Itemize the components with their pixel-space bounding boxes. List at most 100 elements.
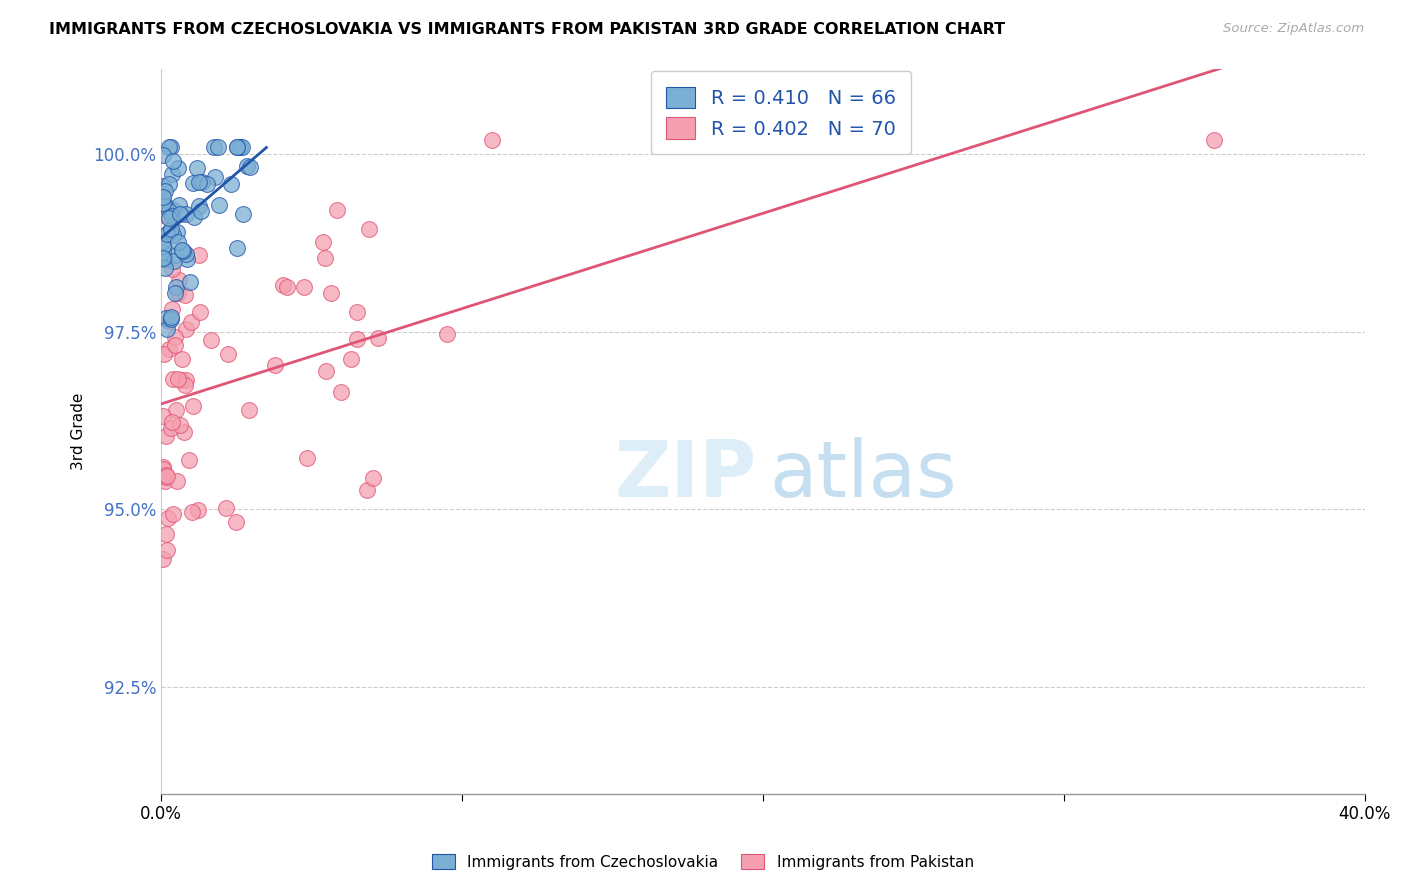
Point xyxy=(225,515,247,529)
Legend: Immigrants from Czechoslovakia, Immigrants from Pakistan: Immigrants from Czechoslovakia, Immigran… xyxy=(425,846,981,877)
Point xyxy=(165,403,187,417)
Point xyxy=(172,243,194,257)
Point xyxy=(155,429,177,443)
Point xyxy=(167,197,190,211)
Point xyxy=(163,253,186,268)
Point xyxy=(346,332,368,346)
Point xyxy=(176,252,198,266)
Point xyxy=(152,462,174,476)
Point xyxy=(174,247,197,261)
Point xyxy=(167,285,190,300)
Point xyxy=(162,507,184,521)
Point xyxy=(156,542,179,557)
Point xyxy=(152,460,174,475)
Point xyxy=(169,373,191,387)
Point xyxy=(292,280,315,294)
Point xyxy=(361,471,384,485)
Point xyxy=(173,425,195,440)
Point xyxy=(166,225,188,239)
Point xyxy=(157,204,180,219)
Point xyxy=(311,235,333,250)
Point xyxy=(357,221,380,235)
Point xyxy=(160,209,183,223)
Point xyxy=(156,468,179,483)
Point xyxy=(232,207,254,221)
Point xyxy=(174,378,197,392)
Point xyxy=(160,139,183,153)
Point xyxy=(1204,133,1226,147)
Point xyxy=(183,176,205,190)
Point xyxy=(315,364,337,378)
Point xyxy=(160,421,183,435)
Point xyxy=(162,202,184,217)
Point xyxy=(170,351,193,366)
Point xyxy=(200,333,222,347)
Point xyxy=(162,262,184,277)
Point xyxy=(174,373,197,387)
Point xyxy=(157,211,180,225)
Point xyxy=(157,227,180,241)
Point xyxy=(155,527,177,541)
Point xyxy=(326,203,349,218)
Point xyxy=(152,179,174,194)
Point xyxy=(152,195,174,210)
Point xyxy=(295,450,318,465)
Point xyxy=(153,197,176,211)
Point xyxy=(217,347,239,361)
Point xyxy=(202,139,225,153)
Point xyxy=(276,280,298,294)
Point xyxy=(191,175,214,189)
Point xyxy=(195,177,218,191)
Point xyxy=(174,287,197,301)
Point xyxy=(169,417,191,432)
Point xyxy=(152,190,174,204)
Point xyxy=(183,210,205,224)
Point xyxy=(152,234,174,248)
Point xyxy=(163,286,186,301)
Point xyxy=(153,184,176,198)
Point xyxy=(157,342,180,356)
Point xyxy=(186,161,208,176)
Point xyxy=(160,222,183,236)
Text: ZIP: ZIP xyxy=(614,436,756,513)
Point xyxy=(273,278,295,293)
Point xyxy=(163,330,186,344)
Point xyxy=(207,198,229,212)
Legend: R = 0.410   N = 66, R = 0.402   N = 70: R = 0.410 N = 66, R = 0.402 N = 70 xyxy=(651,71,911,154)
Point xyxy=(162,372,184,386)
Point xyxy=(221,177,243,191)
Point xyxy=(190,203,212,218)
Point xyxy=(340,352,363,367)
Point xyxy=(436,326,458,341)
Point xyxy=(156,227,179,241)
Point xyxy=(314,251,336,265)
Point xyxy=(174,207,197,221)
Point xyxy=(166,474,188,488)
Point xyxy=(225,242,247,256)
Point xyxy=(162,228,184,243)
Point xyxy=(152,252,174,266)
Point xyxy=(165,280,187,294)
Point xyxy=(152,551,174,566)
Point xyxy=(152,238,174,252)
Point xyxy=(157,314,180,328)
Point xyxy=(157,177,180,191)
Point xyxy=(187,503,209,517)
Point xyxy=(152,251,174,265)
Point xyxy=(176,322,198,336)
Point xyxy=(167,272,190,286)
Point xyxy=(236,159,259,173)
Point xyxy=(156,322,179,336)
Text: IMMIGRANTS FROM CZECHOSLOVAKIA VS IMMIGRANTS FROM PAKISTAN 3RD GRADE CORRELATION: IMMIGRANTS FROM CZECHOSLOVAKIA VS IMMIGR… xyxy=(49,22,1005,37)
Point xyxy=(181,505,204,519)
Point xyxy=(346,305,368,319)
Text: atlas: atlas xyxy=(769,436,956,513)
Point xyxy=(215,500,238,515)
Point xyxy=(238,403,260,417)
Point xyxy=(152,252,174,266)
Point xyxy=(165,247,187,261)
Point xyxy=(264,358,287,372)
Point xyxy=(228,139,250,153)
Point xyxy=(152,244,174,259)
Point xyxy=(159,312,181,326)
